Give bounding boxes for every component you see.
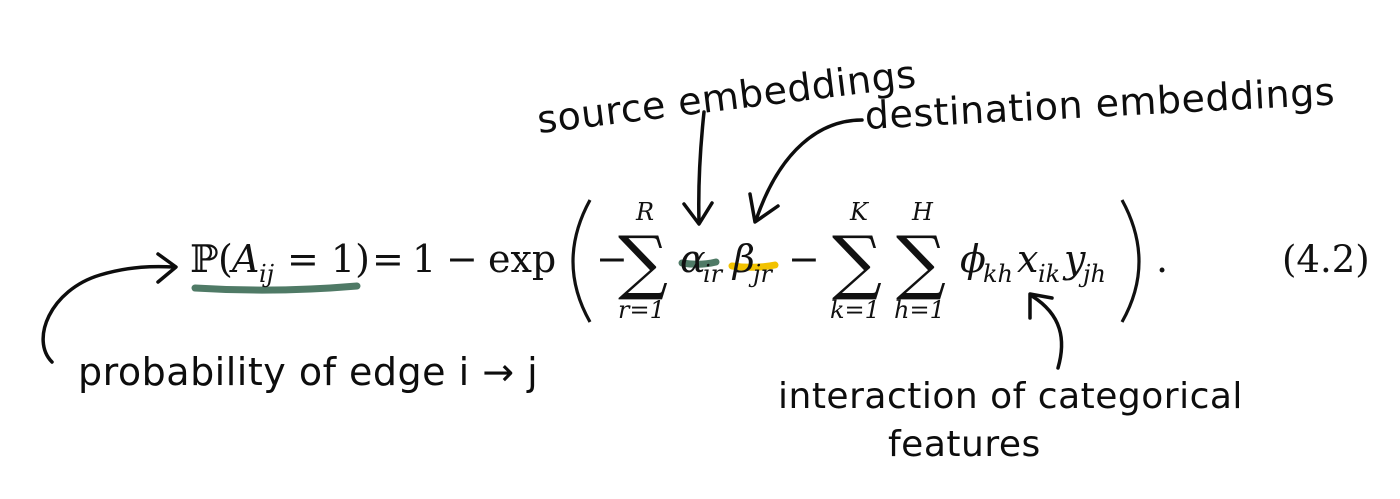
alpha-green-underline — [678, 258, 720, 268]
sum1-upper: R — [635, 198, 654, 226]
y-subscript: jh — [1078, 260, 1106, 288]
destination-arrow — [754, 118, 864, 222]
lhs-green-underline — [191, 282, 361, 294]
alpha-subscript: ir — [703, 260, 724, 288]
source-arrow — [696, 110, 706, 224]
sum3-upper: H — [911, 198, 934, 226]
y-symbol: y — [1062, 237, 1086, 281]
big-left-paren — [571, 199, 592, 323]
probability-label: probability of edge i → j — [78, 350, 539, 394]
adjacency-symbol: A — [229, 237, 259, 281]
lhs-equals-one: = 1) — [287, 237, 370, 281]
probability-symbol: ℙ — [190, 237, 219, 281]
one-term: 1 — [412, 237, 436, 281]
beta-yellow-underline — [728, 261, 779, 271]
minus-sign-1: − — [446, 237, 478, 281]
equation-number: (4.2) — [1282, 238, 1370, 281]
source-arrow-head — [682, 201, 714, 226]
probability-arrow — [41, 264, 176, 364]
interaction-label-line2: features — [888, 424, 1041, 465]
equals-sign: = — [372, 237, 404, 281]
alpha-symbol: α — [680, 237, 706, 281]
adjacency-subscript: ij — [259, 260, 275, 288]
interaction-arrow-head — [1028, 292, 1054, 320]
destination-arrow-head — [748, 192, 780, 224]
sum1-lower: r=1 — [618, 296, 665, 324]
sum3-symbol: ∑ — [896, 221, 946, 303]
minus-sign-2: − — [596, 237, 628, 281]
phi-symbol: ϕ — [960, 237, 986, 281]
probability-arrow-head — [156, 252, 178, 284]
minus-sign-3: − — [788, 237, 820, 281]
sum2-symbol: ∑ — [832, 221, 882, 303]
phi-subscript: kh — [983, 260, 1013, 288]
beta-subscript: jr — [748, 260, 773, 288]
interaction-arrow — [1030, 294, 1064, 370]
sum3-lower: h=1 — [894, 296, 945, 324]
period: . — [1156, 237, 1168, 281]
beta-symbol: β — [731, 237, 755, 281]
sum1-symbol: ∑ — [618, 221, 668, 303]
sum2-upper: K — [849, 198, 870, 226]
sum2-lower: k=1 — [830, 296, 880, 324]
big-right-paren — [1120, 199, 1141, 323]
open-paren: ( — [218, 237, 233, 281]
x-symbol: x — [1017, 237, 1038, 281]
exp-function: exp — [488, 237, 556, 281]
x-subscript: ik — [1038, 260, 1060, 288]
interaction-label-line1: interaction of categorical — [778, 376, 1243, 417]
